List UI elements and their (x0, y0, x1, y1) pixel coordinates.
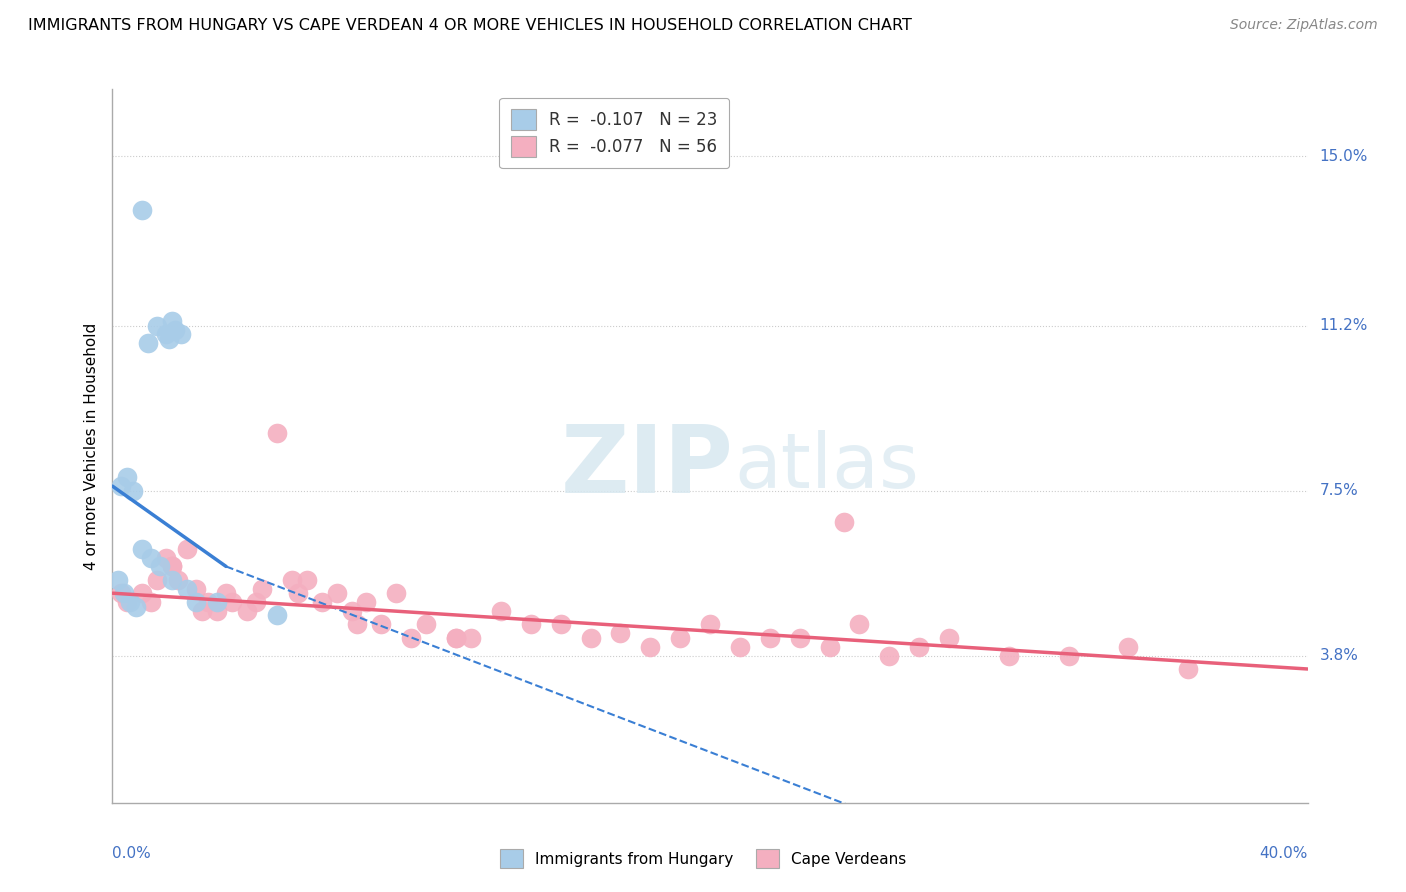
Point (131, 202, 153, 217)
Point (401, 631, 423, 645)
Point (728, 640, 751, 654)
Text: Source: ZipAtlas.com: Source: ZipAtlas.com (1230, 18, 1378, 32)
Point (879, 648, 901, 663)
Point (117, 595, 139, 609)
Point (125, 599, 148, 614)
Point (146, 318, 169, 333)
Y-axis label: 4 or more Vehicles in Household: 4 or more Vehicles in Household (83, 322, 98, 570)
Point (385, 586, 408, 600)
Point (311, 595, 333, 609)
Point (117, 470, 139, 484)
Point (110, 586, 132, 600)
Text: 7.5%: 7.5% (1320, 483, 1358, 498)
Point (848, 617, 870, 632)
Text: 11.2%: 11.2% (1320, 318, 1368, 333)
Text: 3.8%: 3.8% (1320, 648, 1358, 663)
Point (1118, 640, 1140, 654)
Point (346, 617, 368, 632)
Legend: R =  -0.107   N = 23, R =  -0.077   N = 56: R = -0.107 N = 23, R = -0.077 N = 56 (499, 97, 730, 169)
Point (287, 586, 309, 600)
Point (281, 573, 304, 587)
Text: IMMIGRANTS FROM HUNGARY VS CAPE VERDEAN 4 OR MORE VEHICLES IN HOUSEHOLD CORRELAT: IMMIGRANTS FROM HUNGARY VS CAPE VERDEAN … (28, 18, 912, 33)
Point (759, 631, 782, 645)
Text: ZIP: ZIP (561, 421, 734, 514)
Point (215, 586, 238, 600)
Point (1177, 662, 1199, 676)
Point (167, 573, 190, 587)
Point (162, 314, 183, 328)
Point (205, 595, 228, 609)
Point (609, 626, 631, 640)
Point (370, 617, 392, 632)
Legend: Immigrants from Hungary, Cape Verdeans: Immigrants from Hungary, Cape Verdeans (492, 841, 914, 875)
Point (131, 541, 153, 556)
Text: 0.0%: 0.0% (112, 846, 152, 861)
Point (191, 604, 214, 618)
Point (236, 604, 259, 618)
Point (550, 617, 572, 632)
Point (157, 332, 180, 346)
Point (122, 483, 145, 498)
Point (149, 559, 172, 574)
Point (640, 640, 662, 654)
Point (186, 582, 208, 596)
Point (460, 631, 482, 645)
Point (170, 327, 193, 342)
Point (110, 479, 132, 493)
Point (141, 595, 163, 609)
Point (205, 604, 228, 618)
Point (155, 550, 177, 565)
Point (120, 595, 142, 609)
Point (162, 559, 183, 574)
Text: atlas: atlas (734, 431, 918, 504)
Point (356, 595, 378, 609)
Point (107, 573, 129, 587)
Point (131, 586, 153, 600)
Point (520, 617, 543, 632)
Text: 15.0%: 15.0% (1320, 149, 1368, 163)
Point (138, 336, 160, 351)
Point (197, 595, 219, 609)
Point (186, 595, 208, 609)
Point (938, 631, 960, 645)
Point (699, 617, 721, 632)
Point (415, 617, 437, 632)
Point (176, 541, 198, 556)
Point (221, 595, 243, 609)
Point (146, 573, 169, 587)
Point (325, 586, 347, 600)
Point (789, 631, 811, 645)
Point (818, 640, 841, 654)
Text: 40.0%: 40.0% (1260, 846, 1308, 861)
Point (114, 586, 135, 600)
Point (266, 425, 288, 440)
Point (141, 550, 163, 565)
Point (1057, 648, 1080, 663)
Point (444, 631, 467, 645)
Point (155, 327, 177, 342)
Point (998, 648, 1021, 663)
Point (162, 559, 183, 574)
Point (176, 582, 198, 596)
Point (444, 631, 467, 645)
Point (245, 595, 267, 609)
Point (266, 608, 288, 623)
Point (908, 640, 931, 654)
Point (295, 573, 318, 587)
Point (579, 631, 602, 645)
Point (165, 323, 187, 337)
Point (162, 573, 183, 587)
Point (834, 515, 856, 529)
Point (489, 604, 512, 618)
Point (250, 582, 273, 596)
Point (340, 604, 363, 618)
Point (669, 631, 692, 645)
